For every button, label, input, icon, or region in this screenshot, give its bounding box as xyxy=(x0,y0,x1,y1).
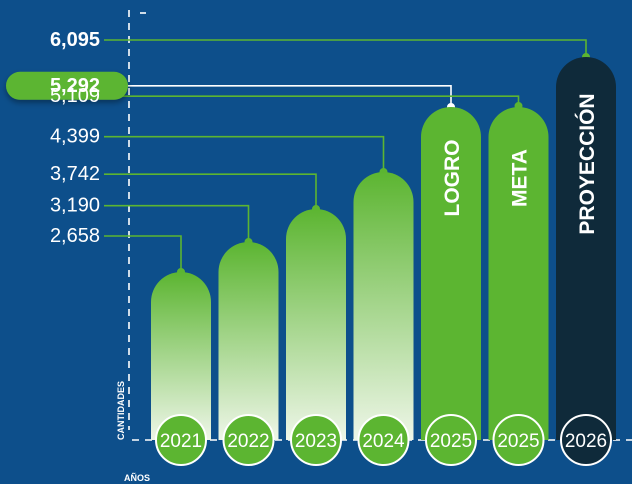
bar-label: PROYECCIÓN xyxy=(575,93,599,234)
bar xyxy=(218,242,279,440)
value-pill xyxy=(6,71,128,100)
connector-line xyxy=(104,235,182,272)
connector-line xyxy=(104,39,587,57)
bar xyxy=(556,57,616,440)
y-axis-label: CANTIDADES xyxy=(116,381,126,440)
value-label: 3,742 xyxy=(50,163,100,185)
year-circle xyxy=(155,414,207,466)
bar xyxy=(421,107,481,440)
value-label: 5,292 xyxy=(50,75,100,97)
bar xyxy=(488,107,549,441)
connector-line xyxy=(104,204,250,242)
connector-line xyxy=(104,173,317,209)
connector-line xyxy=(104,95,520,106)
bar-label: META xyxy=(509,149,532,207)
bar-label: LOGRO xyxy=(441,140,464,217)
year-circle xyxy=(425,414,477,466)
year-label: 2022 xyxy=(227,431,269,452)
value-label: 3,190 xyxy=(50,195,100,217)
x-axis-label: AÑOS xyxy=(124,473,150,483)
year-circle xyxy=(222,414,275,466)
year-circle xyxy=(357,414,410,466)
value-label: 2,658 xyxy=(50,225,100,247)
value-label: 5,109 xyxy=(50,85,100,107)
year-label: 2025 xyxy=(497,431,539,452)
year-label: 2021 xyxy=(160,431,202,452)
year-circle xyxy=(290,414,342,466)
year-label: 2024 xyxy=(362,431,405,452)
value-label: 4,399 xyxy=(50,126,100,148)
bar xyxy=(286,209,346,440)
year-label: 2025 xyxy=(430,431,472,452)
year-circle xyxy=(560,414,612,466)
year-circle xyxy=(492,414,545,466)
year-label: 2026 xyxy=(565,431,607,452)
bar xyxy=(353,172,414,440)
bar xyxy=(151,272,211,440)
year-label: 2023 xyxy=(295,431,337,452)
value-label: 6,095 xyxy=(50,29,100,51)
connector-line xyxy=(126,84,452,107)
connector-line xyxy=(104,135,385,172)
